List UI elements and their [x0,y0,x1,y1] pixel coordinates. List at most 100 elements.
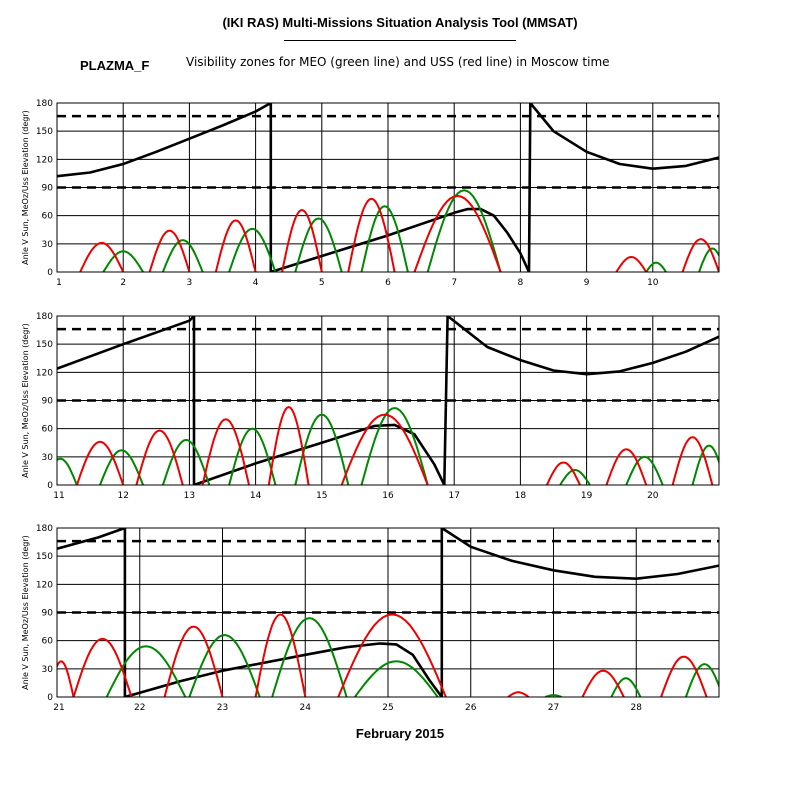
x-tick-label: 28 [631,703,643,713]
meo-elevation-pass [271,617,348,697]
y-tick-label: 30 [42,665,54,675]
y-tick-label: 0 [47,693,53,703]
y-tick-label: 90 [42,397,54,407]
meo-elevation-pass [105,645,187,697]
meo-elevation-pass [610,677,642,697]
x-tick-label: 2 [120,278,126,288]
y-tick-label: 0 [47,481,53,491]
uss-elevation-pass [605,448,648,485]
y-tick-label: 150 [36,127,53,137]
chart-panel-1: 0 30 60 90 120 150 180 1 2 3 4 5 6 7 8 9 10 Anle V Sun, M… [21,99,720,288]
x-tick-label: 11 [53,491,64,501]
x-tick-label: 21 [53,703,64,713]
x-tick-label: 8 [518,278,524,288]
meo-elevation-pass [698,247,719,272]
uss-elevation-pass [79,241,125,272]
x-tick-label: 26 [465,703,477,713]
chart-panel-2: 0 30 60 90 120 150 180 11 12 13 14 15 16 17 18 19 20 Anle… [21,312,720,501]
x-tick-label: 7 [451,278,457,288]
uss-elevation-pass [254,613,307,697]
x-tick-label: 18 [515,491,527,501]
meo-elevation-pass [684,663,719,697]
y-tick-label: 150 [36,340,53,350]
uss-elevation-pass [148,229,191,272]
plot-frame [56,527,720,698]
meo-elevation-pass [228,227,277,272]
meo-elevation-pass [161,438,211,485]
y-axis-label: Anle V Sun, MeOz/Uss Elevation (degr) [21,535,30,690]
uss-elevation-pass [681,238,719,272]
uss-elevation-pass [281,208,323,272]
x-tick-label: 23 [217,703,228,713]
meo-elevation-pass [228,427,277,485]
x-tick-label: 19 [581,491,593,501]
uss-elevation-pass [163,625,224,697]
chart-panel-3: 0 30 60 90 120 150 180 21 22 23 24 25 26 27 28 Anle V S… [21,524,720,713]
y-tick-label: 60 [42,425,54,435]
plot-frame [56,102,720,273]
uss-elevation-pass [201,418,250,485]
meo-elevation-pass [645,261,667,272]
meo-elevation-pass [559,468,591,485]
uss-elevation-pass [72,637,133,697]
x-tick-label: 4 [253,278,259,288]
x-tick-label: 14 [250,491,262,501]
meo-elevation-pass [544,694,563,697]
uss-elevation-pass [214,219,257,272]
meo-elevation-pass [99,449,145,485]
y-tick-label: 90 [42,184,54,194]
x-tick-label: 15 [316,491,327,501]
y-tick-label: 30 [42,453,54,463]
y-tick-label: 180 [36,524,53,534]
mission-code: PLAZMA_F [80,58,150,73]
x-tick-label: 10 [647,278,659,288]
uss-elevation-pass [671,436,714,485]
uss-elevation-pass [507,691,530,697]
x-tick-label: 24 [300,703,312,713]
meo-elevation-pass [360,205,409,272]
uss-elevation-pass [57,660,75,697]
y-axis-label: Anle V Sun, MeOz/Uss Elevation (degr) [21,323,30,478]
uss-elevation-pass [413,194,502,272]
x-tick-label: 25 [382,703,393,713]
y-tick-label: 120 [36,155,53,165]
uss-elevation-pass [340,413,429,485]
plot-frame [56,315,720,486]
uss-elevation-pass [135,429,184,485]
y-tick-label: 60 [42,637,54,647]
y-tick-label: 30 [42,240,54,250]
uss-elevation-pass [660,655,708,697]
meo-elevation-pass [360,406,429,485]
x-tick-label: 5 [319,278,325,288]
y-tick-label: 180 [36,312,53,322]
y-tick-label: 180 [36,99,53,109]
x-tick-label: 20 [647,491,659,501]
uss-elevation-pass [337,613,447,697]
x-tick-label: 9 [584,278,590,288]
meo-elevation-pass [57,457,78,485]
meo-elevation-pass [625,455,664,485]
sun-angle-line [57,528,719,697]
x-tick-label: 12 [117,491,128,501]
y-tick-label: 150 [36,552,53,562]
x-tick-label: 16 [382,491,394,501]
uss-elevation-pass [347,197,396,272]
meo-elevation-pass [691,444,719,485]
month-label: February 2015 [355,726,445,741]
meo-elevation-pass [426,189,502,272]
meo-elevation-pass [294,217,343,272]
chart-subtitle: Visibility zones for MEO (green line) an… [186,55,610,69]
x-tick-label: 13 [184,491,195,501]
x-tick-label: 6 [385,278,391,288]
x-tick-label: 1 [56,278,62,288]
uss-elevation-pass [75,440,125,485]
y-tick-label: 90 [42,609,54,619]
meo-elevation-pass [354,660,439,697]
x-tick-label: 22 [134,703,145,713]
y-axis-label: Anle V Sun, MeOz/Uss Elevation (degr) [21,110,30,265]
uss-elevation-pass [581,669,625,697]
meo-elevation-pass [188,633,261,697]
meo-elevation-pass [102,250,144,272]
uss-elevation-pass [267,406,310,485]
